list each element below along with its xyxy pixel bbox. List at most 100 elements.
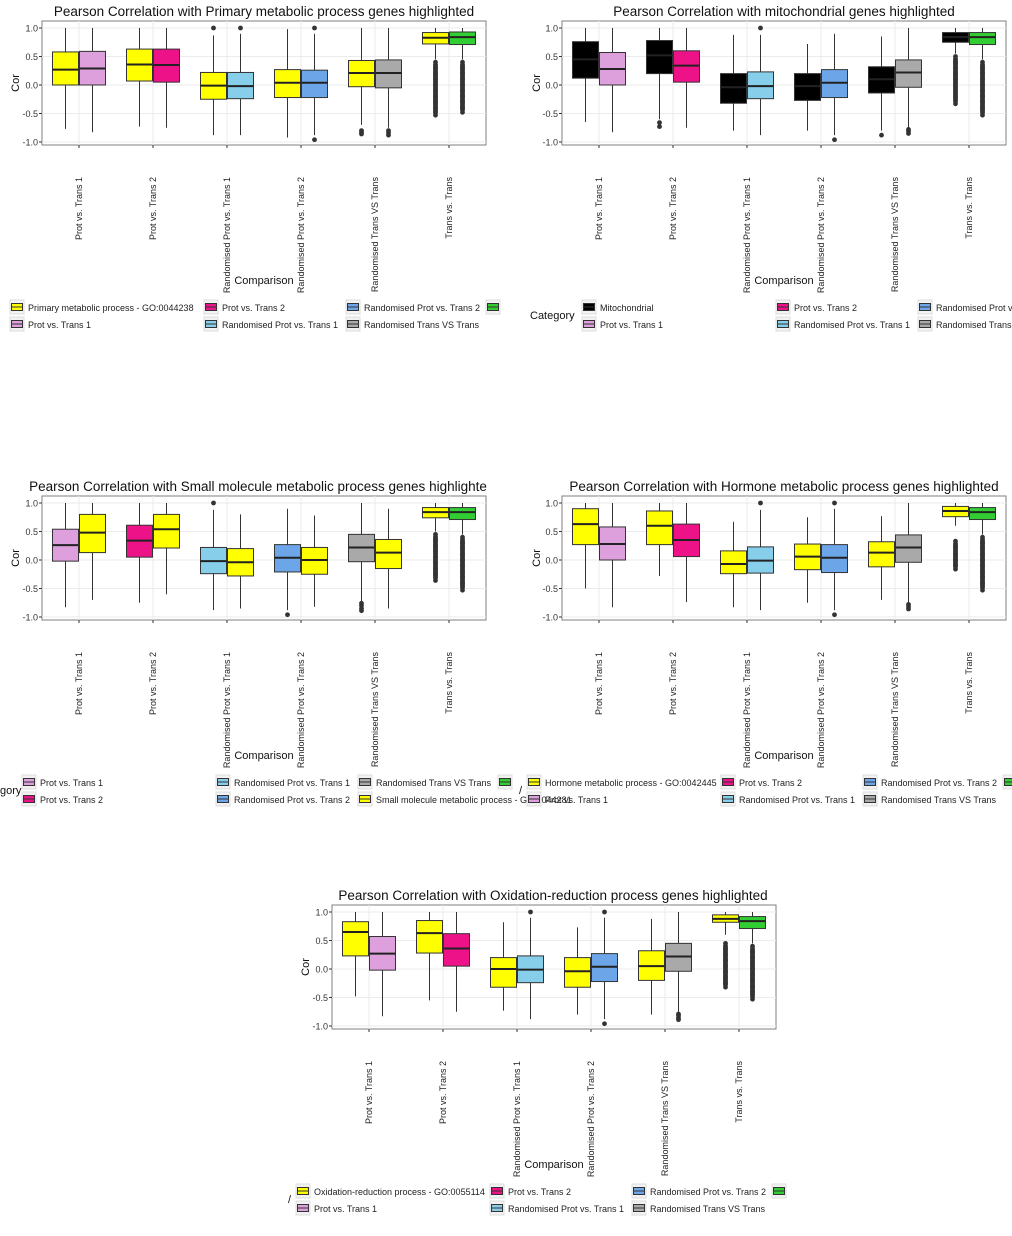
x-tick-label: Prot vs. Trans 2 — [148, 177, 158, 240]
legend-label: Randomised Prot vs. Trans 2 — [234, 795, 350, 805]
legend-label: Hormone metabolic process - GO:0042445 — [545, 778, 717, 788]
box-randomised-prot-vs-trans-2-1 — [301, 25, 328, 143]
legend: gory Prot vs. Trans 1 Randomised Prot vs. … — [0, 774, 572, 807]
box-body — [449, 31, 476, 46]
legend-item: Randomised Prot vs. Trans 1 — [203, 316, 338, 332]
y-axis-label: Cor — [10, 74, 22, 92]
x-tick-label: Prot vs. Trans 2 — [668, 177, 678, 240]
outlier-point — [359, 608, 364, 614]
box-randomised-prot-vs-trans-2-1 — [821, 33, 848, 143]
legend-label: Primary metabolic process - GO:0044238 — [28, 303, 194, 313]
legend-item: Randomised Prot vs. Trans 1 — [720, 791, 855, 807]
legend-label: Prot vs. Trans 1 — [40, 778, 103, 788]
y-tick-label: 1.0 — [25, 24, 38, 34]
y-tick-label: -1.0 — [22, 138, 38, 148]
box-prot-vs-trans-2-1 — [443, 912, 470, 1012]
legend-item: Randomised Prot vs. Trans 2 — [215, 791, 350, 807]
x-axis-label: Comparison — [234, 275, 293, 287]
box-prot-vs-trans-2-0 — [126, 28, 153, 127]
legend-item: Prot vs. Trans 2 — [775, 299, 857, 315]
box-prot-vs-trans-1-0 — [342, 912, 369, 997]
x-tick-label: Randomised Prot vs. Trans 2 — [586, 1061, 596, 1177]
legend-label: Prot vs. Trans 2 — [40, 795, 103, 805]
legend-label: Prot vs. Trans 1 — [314, 1204, 377, 1214]
x-tick-label: Trans vs. Trans — [444, 177, 454, 239]
outlier-point — [906, 131, 911, 136]
legend-item: Prot vs. Trans 2 — [21, 791, 103, 807]
legend-label: Mitochondrial — [600, 303, 654, 313]
legend-label: Randomised Trans VS Trans — [881, 795, 997, 805]
legend-item: Randomised Prot vs. Trans 2 — [345, 299, 480, 315]
legend-item: Prot vs. Trans 2 — [489, 1183, 571, 1199]
box-randomised-prot-vs-trans-2-0 — [794, 517, 821, 603]
plot-panel — [41, 495, 487, 621]
box-randomised-prot-vs-trans-2-1 — [591, 909, 618, 1027]
box-prot-vs-trans-1-1 — [79, 503, 106, 600]
x-tick-label: Randomised Trans VS Trans — [660, 1061, 670, 1177]
box-randomised-prot-vs-trans-1-0 — [200, 500, 227, 611]
chart-title: Pearson Correlation with mitochondrial g… — [613, 4, 954, 19]
x-tick-label: Trans vs. Trans — [444, 652, 454, 714]
box-prot-vs-trans-2-1 — [153, 503, 180, 595]
legend-item: Randomised Prot vs. Trans 1 — [489, 1200, 624, 1216]
box-randomised-prot-vs-trans-1-0 — [720, 521, 747, 608]
legend-label: Randomised Prot vs. Trans 1 — [234, 778, 350, 788]
y-tick-label: 0.0 — [25, 556, 38, 566]
plot-panel — [561, 495, 1007, 621]
y-tick-label: 0.5 — [25, 52, 38, 62]
x-tick-label: Trans vs. Trans — [964, 177, 974, 239]
boxplot-chart-1: 1.0 0.5 0.0 -0.5 -1.0 Prot vs. Trans 1 Prot vs… — [9, 4, 501, 332]
y-axis-label: Cor — [531, 549, 543, 567]
legend-item: Randomised Prot vs. Trans 1 — [215, 774, 350, 790]
outlier-point — [657, 120, 662, 126]
box-body — [153, 513, 180, 549]
legend-label: Randomised Prot vs. Trans 2 — [364, 303, 480, 313]
box-randomised-trans-vs-trans-1 — [895, 28, 922, 136]
plot-panel — [331, 904, 777, 1030]
box-randomised-prot-vs-trans-1-0 — [200, 25, 227, 136]
box-randomised-trans-vs-trans-0 — [638, 918, 665, 1015]
chart-title: Pearson Correlation with Primary metabol… — [54, 4, 474, 19]
outlier-point — [528, 909, 533, 915]
legend-item: Randomised Prot vs. Trans 1 — [775, 316, 910, 332]
legend-label: Randomised Prot vs. Trans 1 — [794, 320, 910, 330]
legend-label: Oxidation-reduction process - GO:0055114 — [314, 1187, 485, 1197]
legend-item: Hormone metabolic process - GO:0042445 — [526, 774, 717, 790]
x-tick-label: Randomised Prot vs. Trans 2 — [816, 652, 826, 768]
box-prot-vs-trans-1-0 — [52, 28, 79, 129]
box-randomised-prot-vs-trans-1-1 — [517, 909, 544, 1020]
plot-panel — [561, 20, 1007, 146]
legend-item — [1002, 774, 1012, 790]
box-randomised-prot-vs-trans-1-1 — [227, 514, 254, 609]
legend-label: Prot vs. Trans 1 — [600, 320, 663, 330]
x-tick-label: Randomised Prot vs. Trans 1 — [222, 177, 232, 293]
box-randomised-prot-vs-trans-2-0 — [564, 927, 591, 1015]
box-trans-vs-trans-0 — [422, 503, 449, 583]
legend-item — [485, 299, 501, 315]
box-body — [564, 957, 591, 988]
box-randomised-prot-vs-trans-1-1 — [227, 25, 254, 136]
box-prot-vs-trans-1-1 — [599, 28, 626, 133]
x-tick-label: Randomised Prot vs. Trans 1 — [512, 1061, 522, 1177]
y-axis-label: Cor — [300, 958, 312, 976]
x-tick-label: Prot vs. Trans 2 — [148, 652, 158, 715]
outlier-cluster — [433, 534, 438, 581]
box-trans-vs-trans-0 — [942, 503, 969, 572]
x-tick-label: Randomised Prot vs. Trans 1 — [742, 652, 752, 768]
outlier-point — [386, 132, 391, 138]
y-tick-label: -0.5 — [542, 584, 558, 594]
legend-item: Prot vs. Trans 1 — [21, 774, 103, 790]
legend-item — [497, 774, 513, 790]
y-tick-label: -1.0 — [542, 138, 558, 148]
box-randomised-prot-vs-trans-1-1 — [747, 500, 774, 611]
legend-label: Prot vs. Trans 2 — [794, 303, 857, 313]
legend-item: Randomised Trans VS Trans — [862, 791, 997, 807]
legend-item: Prot vs. Trans 2 — [720, 774, 802, 790]
legend: / Oxidation-reduction process - GO:005511… — [288, 1183, 787, 1216]
box-trans-vs-trans-1 — [969, 503, 996, 593]
y-tick-label: -0.5 — [22, 584, 38, 594]
chart-title: Pearson Correlation with Small molecule … — [29, 479, 487, 494]
x-tick-label: Randomised Prot vs. Trans 2 — [296, 652, 306, 768]
x-tick-label: Prot vs. Trans 2 — [668, 652, 678, 715]
box-prot-vs-trans-1-0 — [572, 503, 599, 589]
